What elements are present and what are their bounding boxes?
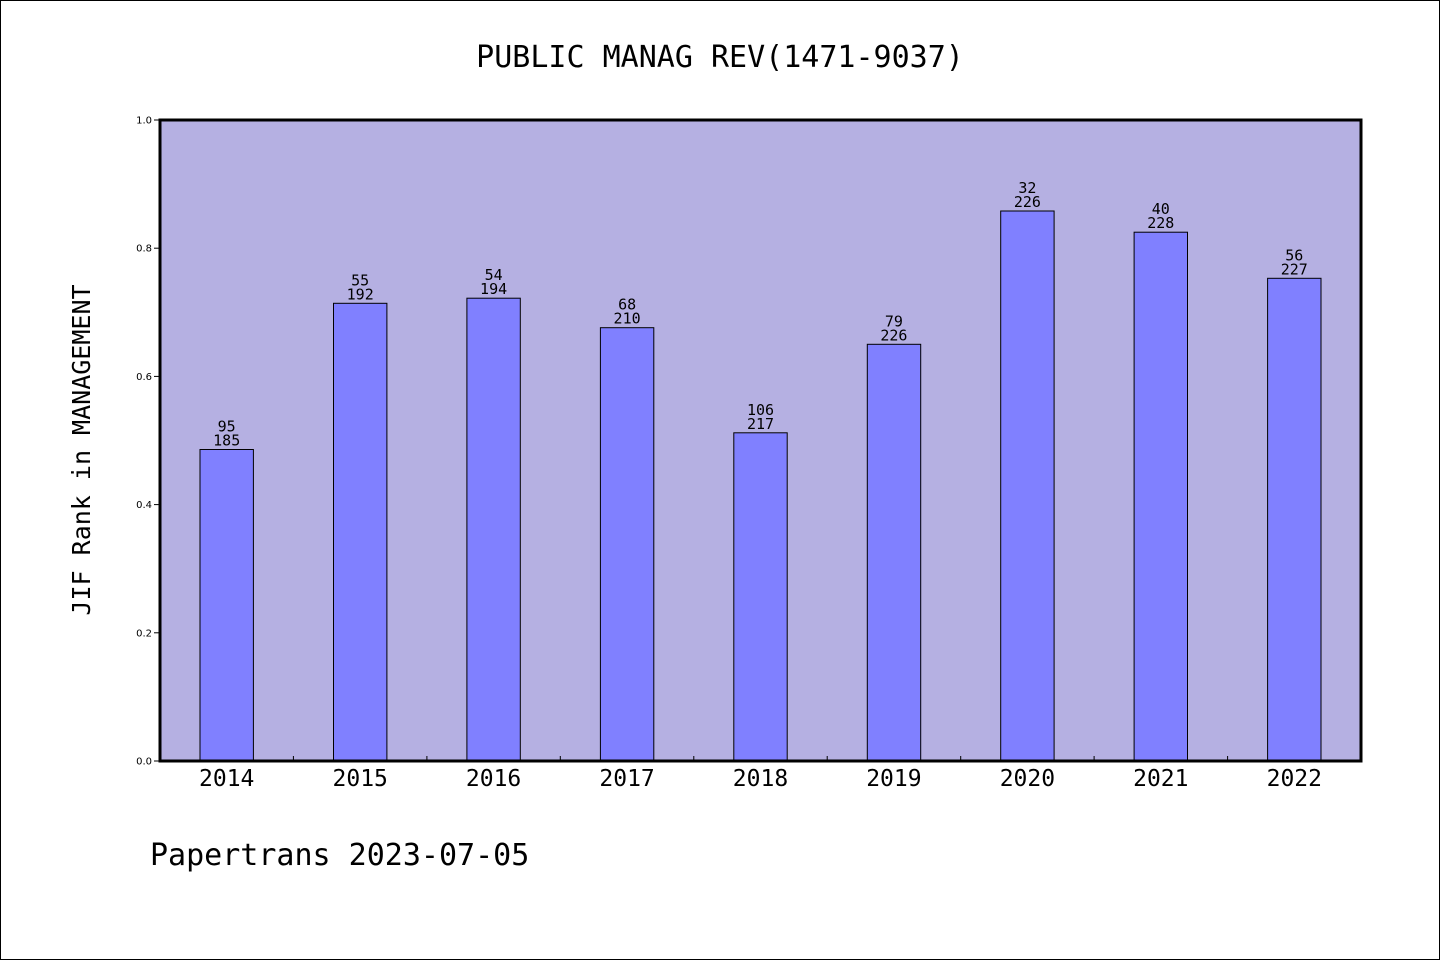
bar-total-label-2020: 226 xyxy=(1014,193,1041,211)
bar-rank-label-2020: 32 xyxy=(1018,179,1036,197)
bar-2016 xyxy=(466,297,521,762)
x-tick-label-2017: 2017 xyxy=(599,766,654,792)
bar-2022 xyxy=(1267,277,1322,762)
footer-text: Papertrans 2023-07-05 xyxy=(150,838,529,873)
bar-rank-label-2021: 40 xyxy=(1152,200,1170,218)
plot-frame xyxy=(158,118,1363,763)
x-tick-label-2018: 2018 xyxy=(733,766,788,792)
bar-rank-label-2018: 106 xyxy=(747,401,774,419)
bar-total-label-2018: 217 xyxy=(747,415,774,433)
y-tick-label-0.4: 0.4 xyxy=(136,500,152,511)
bar-2021 xyxy=(1133,231,1188,762)
bar-total-label-2015: 192 xyxy=(347,285,374,303)
x-tick-label-2020: 2020 xyxy=(1000,766,1055,792)
bar-total-label-2014: 185 xyxy=(213,432,240,450)
bar-2019 xyxy=(866,343,922,762)
x-tick-label-2019: 2019 xyxy=(866,766,921,792)
bar-total-label-2017: 210 xyxy=(614,310,641,328)
bar-2014 xyxy=(199,449,254,762)
y-axis: 0.0 0.2 0.4 0.6 0.8 1.0 xyxy=(136,116,160,768)
bar-rank-label-2017: 68 xyxy=(618,296,636,314)
chart-title: PUBLIC MANAG REV(1471-9037) xyxy=(476,40,964,75)
x-tick-label-2021: 2021 xyxy=(1133,766,1188,792)
bar-2017 xyxy=(599,327,655,762)
x-axis: 2014 2015 2016 2017 2018 2019 2020 2021 2022 xyxy=(199,756,1322,792)
bar-rank-label-2019: 79 xyxy=(885,312,903,330)
x-tick-label-2014: 2014 xyxy=(199,766,254,792)
bar-2018 xyxy=(733,432,788,762)
bar-2020 xyxy=(1000,210,1055,762)
bar-rank-label-2014: 95 xyxy=(218,418,236,436)
y-tick-label-0.2: 0.2 xyxy=(136,628,152,639)
bar-2015 xyxy=(333,302,388,762)
bar-rank-label-2015: 55 xyxy=(351,271,369,289)
y-axis-label: JIF Rank in MANAGEMENT xyxy=(67,284,96,615)
y-tick-label-0.8: 0.8 xyxy=(136,244,152,255)
x-tick-label-2016: 2016 xyxy=(466,766,521,792)
bar-rank-label-2016: 54 xyxy=(485,266,503,284)
y-tick-label-0.0: 0.0 xyxy=(136,757,152,768)
bar-rank-label-2022: 56 xyxy=(1285,246,1303,264)
x-tick-label-2015: 2015 xyxy=(333,766,388,792)
bar-total-label-2016: 194 xyxy=(480,280,507,298)
bar-total-label-2021: 228 xyxy=(1147,214,1174,232)
y-tick-label-1.0: 1.0 xyxy=(136,116,152,127)
x-tick-label-2022: 2022 xyxy=(1267,766,1322,792)
y-tick-label-0.6: 0.6 xyxy=(136,372,152,383)
bar-total-label-2022: 227 xyxy=(1281,260,1308,278)
bar-total-label-2019: 226 xyxy=(880,326,907,344)
